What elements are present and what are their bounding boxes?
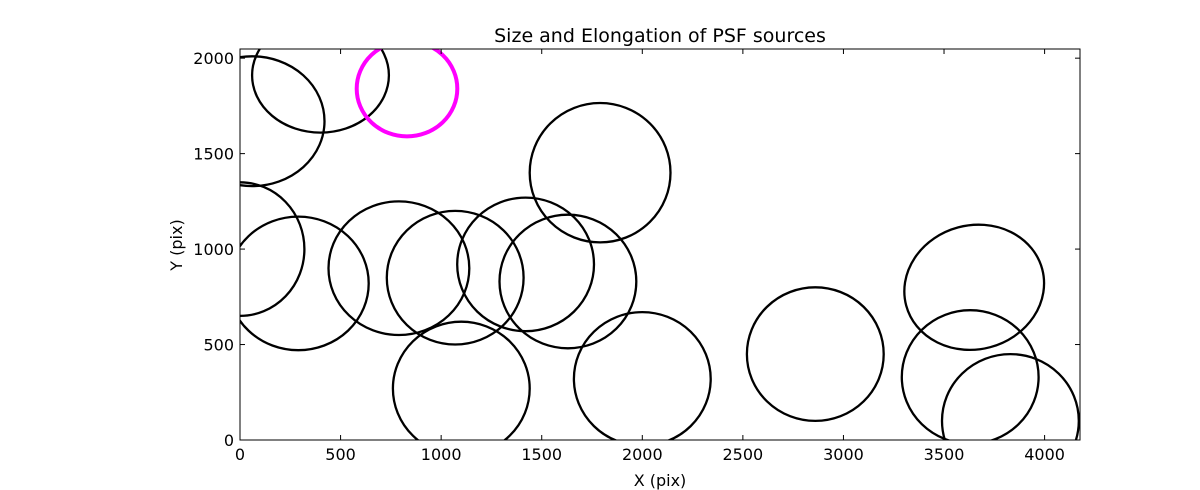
source-ellipse: [250, 49, 391, 134]
x-tick-label: 2500: [723, 445, 764, 464]
plot-frame: [239, 48, 1081, 441]
source-ellipse: [900, 309, 1040, 440]
source-ellipse: [940, 352, 1080, 440]
y-tick-label: 1500: [193, 145, 234, 164]
source-ellipse: [498, 213, 638, 350]
x-tick-label: 500: [325, 445, 356, 464]
source-ellipse: [456, 196, 596, 333]
axis-ticks: 0 500 1000 1500 2000 2500 3000 3500 4000 0 500 1000…: [193, 49, 1080, 464]
x-tick-label: 3500: [924, 445, 965, 464]
x-tick-label: 4000: [1024, 445, 1065, 464]
y-tick-label: 1000: [193, 240, 234, 259]
y-tick-label: 0: [224, 431, 234, 450]
x-axis-title: X (pix): [634, 471, 687, 490]
ellipse-markers: [240, 49, 1080, 440]
source-ellipse: [572, 310, 712, 440]
x-tick-label: 0: [235, 445, 245, 464]
x-tick-label: 2000: [622, 445, 663, 464]
y-tick-label: 500: [203, 336, 234, 355]
x-tick-label: 3000: [823, 445, 864, 464]
source-ellipse: [327, 200, 471, 337]
source-ellipse: [240, 215, 370, 352]
source-ellipse: [903, 223, 1046, 352]
source-ellipse: [528, 101, 672, 244]
source-ellipse: [391, 320, 531, 440]
source-ellipse: [385, 209, 525, 346]
source-ellipse: [745, 286, 885, 423]
chart-title: Size and Elongation of PSF sources: [494, 25, 826, 47]
plot-background: [240, 49, 1080, 440]
y-tick-label: 2000: [193, 49, 234, 68]
x-tick-label: 1500: [521, 445, 562, 464]
x-tick-label: 1000: [421, 445, 462, 464]
y-axis-title: Y (pix): [167, 219, 186, 271]
source-ellipse: [240, 55, 326, 188]
highlighted-source-ellipse: [354, 49, 460, 139]
